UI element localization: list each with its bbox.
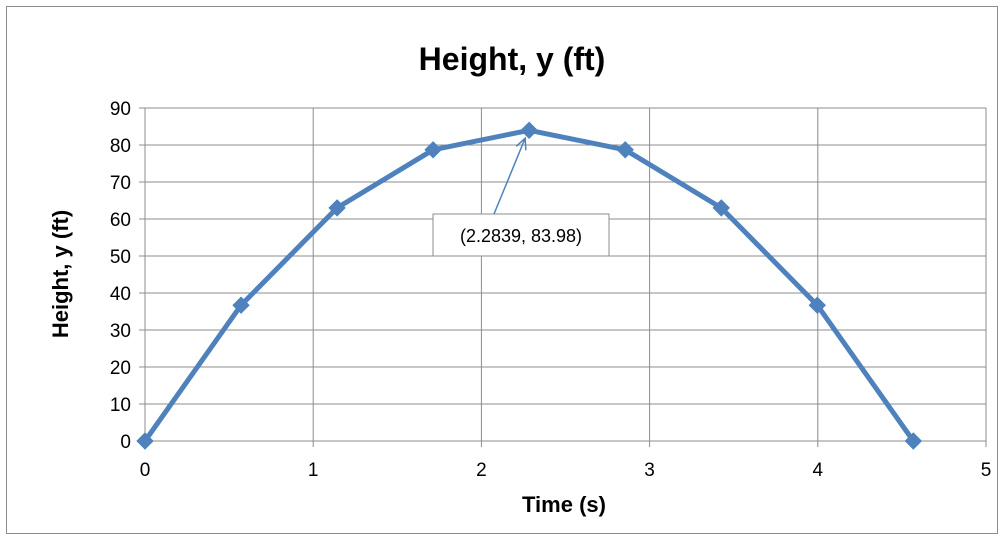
annotation: (2.2839, 83.98): [432, 136, 610, 257]
y-tick-label: 40: [110, 284, 131, 305]
y-tick-label: 70: [110, 173, 131, 194]
annotation-arrowhead: [515, 136, 527, 151]
data-point-marker: [136, 432, 154, 450]
data-point-marker: [904, 432, 923, 450]
annotation-box: [432, 213, 610, 257]
data-point-marker: [808, 296, 827, 314]
x-tick-label: 4: [813, 460, 824, 481]
series-line: [142, 127, 916, 444]
y-tick-label: 50: [110, 247, 131, 268]
y-tick-label: 0: [120, 432, 131, 453]
data-point-marker: [520, 121, 538, 139]
x-axis-label: Time (s): [522, 492, 606, 517]
series: [136, 121, 923, 450]
data-point-marker: [424, 141, 442, 159]
y-tick-label: 10: [110, 395, 131, 416]
tick-labels: 0 10 20 30 40 50 60 70 80 90 0 1 2 3 4 5: [110, 99, 991, 481]
y-tick-label: 80: [110, 136, 131, 157]
annotation-label: (2.2839, 83.98): [460, 226, 582, 246]
y-axis-label: Height, y (ft): [48, 210, 73, 338]
y-tick-label: 30: [110, 321, 131, 342]
x-tick-label: 1: [308, 460, 319, 481]
annotation-leader-line: [493, 137, 526, 215]
x-tick-label: 2: [476, 460, 487, 481]
y-tick-label: 90: [110, 99, 131, 120]
x-tick-label: 5: [981, 460, 992, 481]
chart-frame: [6, 6, 998, 534]
chart-title: Height, y (ft): [419, 41, 606, 77]
data-point-marker: [712, 199, 730, 217]
x-tick-label: 3: [644, 460, 655, 481]
data-point-marker: [616, 141, 634, 159]
y-tick-label: 60: [110, 210, 131, 231]
y-tick-label: 20: [110, 358, 131, 379]
x-tick-label: 0: [140, 460, 151, 481]
data-point-marker: [232, 296, 250, 314]
data-point-marker: [328, 199, 346, 217]
